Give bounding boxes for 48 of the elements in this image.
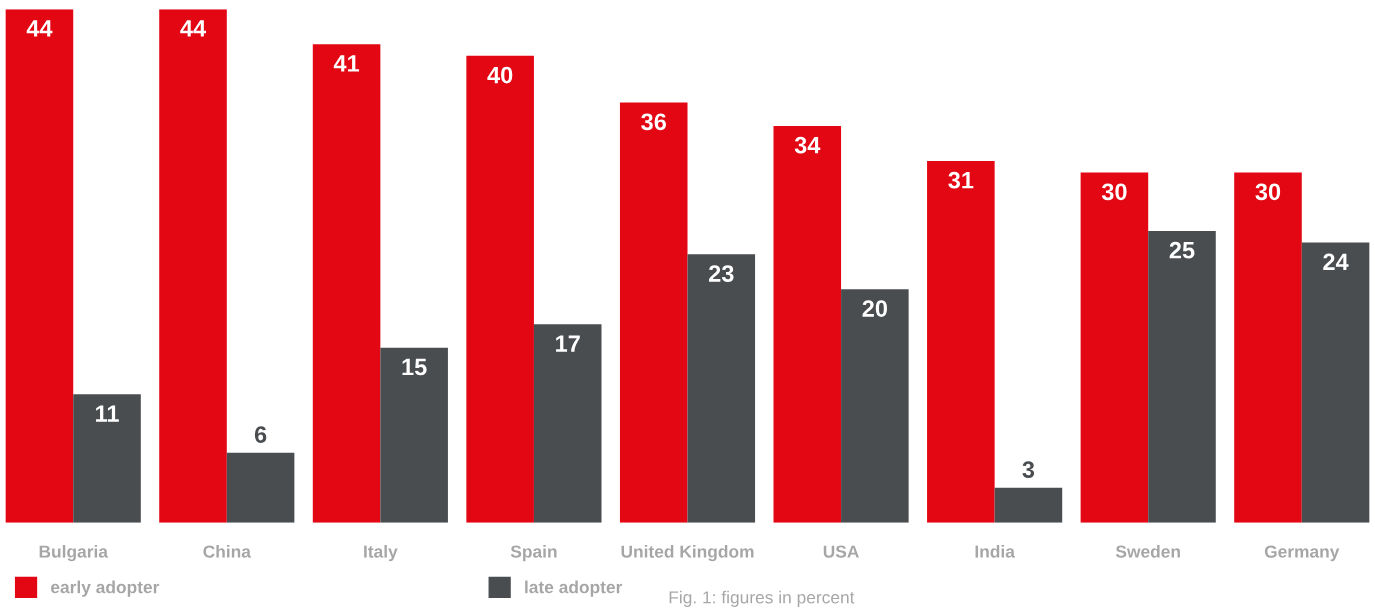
bar (841, 289, 909, 523)
data-label: 25 (1169, 241, 1195, 259)
data-label: 31 (948, 171, 974, 189)
x-tick-label: Germany (1264, 545, 1340, 562)
data-label: 17 (556, 335, 580, 352)
x-tick-label: Italy (364, 544, 398, 562)
data-label: 41 (333, 55, 360, 72)
bar (687, 254, 756, 523)
bar (927, 160, 995, 523)
x-tick-label: Sweden (1115, 544, 1180, 558)
x-tick-label: India (975, 544, 1015, 558)
legend-label: late adopter (525, 580, 623, 597)
data-label: 30 (1255, 183, 1281, 201)
data-label: 3 (1022, 461, 1035, 478)
x-tick-label: China (203, 544, 252, 558)
data-label: 44 (26, 20, 53, 37)
bar (1234, 172, 1302, 523)
bar (1080, 172, 1149, 523)
bar (533, 324, 602, 523)
data-label: 11 (96, 405, 119, 422)
data-label: 15 (402, 358, 427, 376)
data-label: 44 (180, 20, 207, 37)
data-label: 36 (641, 113, 666, 131)
bar (466, 55, 534, 523)
bar (73, 394, 141, 523)
bar (619, 102, 688, 523)
data-label: 23 (708, 265, 734, 282)
bar (380, 347, 448, 523)
bar (312, 44, 381, 523)
bar (226, 452, 295, 523)
bar (994, 487, 1063, 523)
x-tick-label: Spain (510, 544, 557, 562)
x-tick-label: United Kingdom (621, 544, 754, 562)
data-label: 40 (487, 66, 513, 84)
bar (5, 9, 74, 523)
legend-label: early adopter (51, 580, 160, 597)
bar (1301, 242, 1370, 523)
data-label: 34 (794, 136, 821, 154)
data-label: 30 (1101, 183, 1127, 201)
bar (159, 9, 227, 523)
caption: Fig. 1: figures in percent (669, 590, 855, 607)
data-label: 24 (1323, 253, 1349, 270)
data-label: 20 (862, 300, 888, 317)
x-tick-label: USA (823, 545, 859, 558)
data-label: 6 (254, 426, 267, 443)
bar (773, 125, 842, 523)
x-tick-label: Bulgaria (39, 544, 109, 562)
bar (1148, 230, 1216, 523)
